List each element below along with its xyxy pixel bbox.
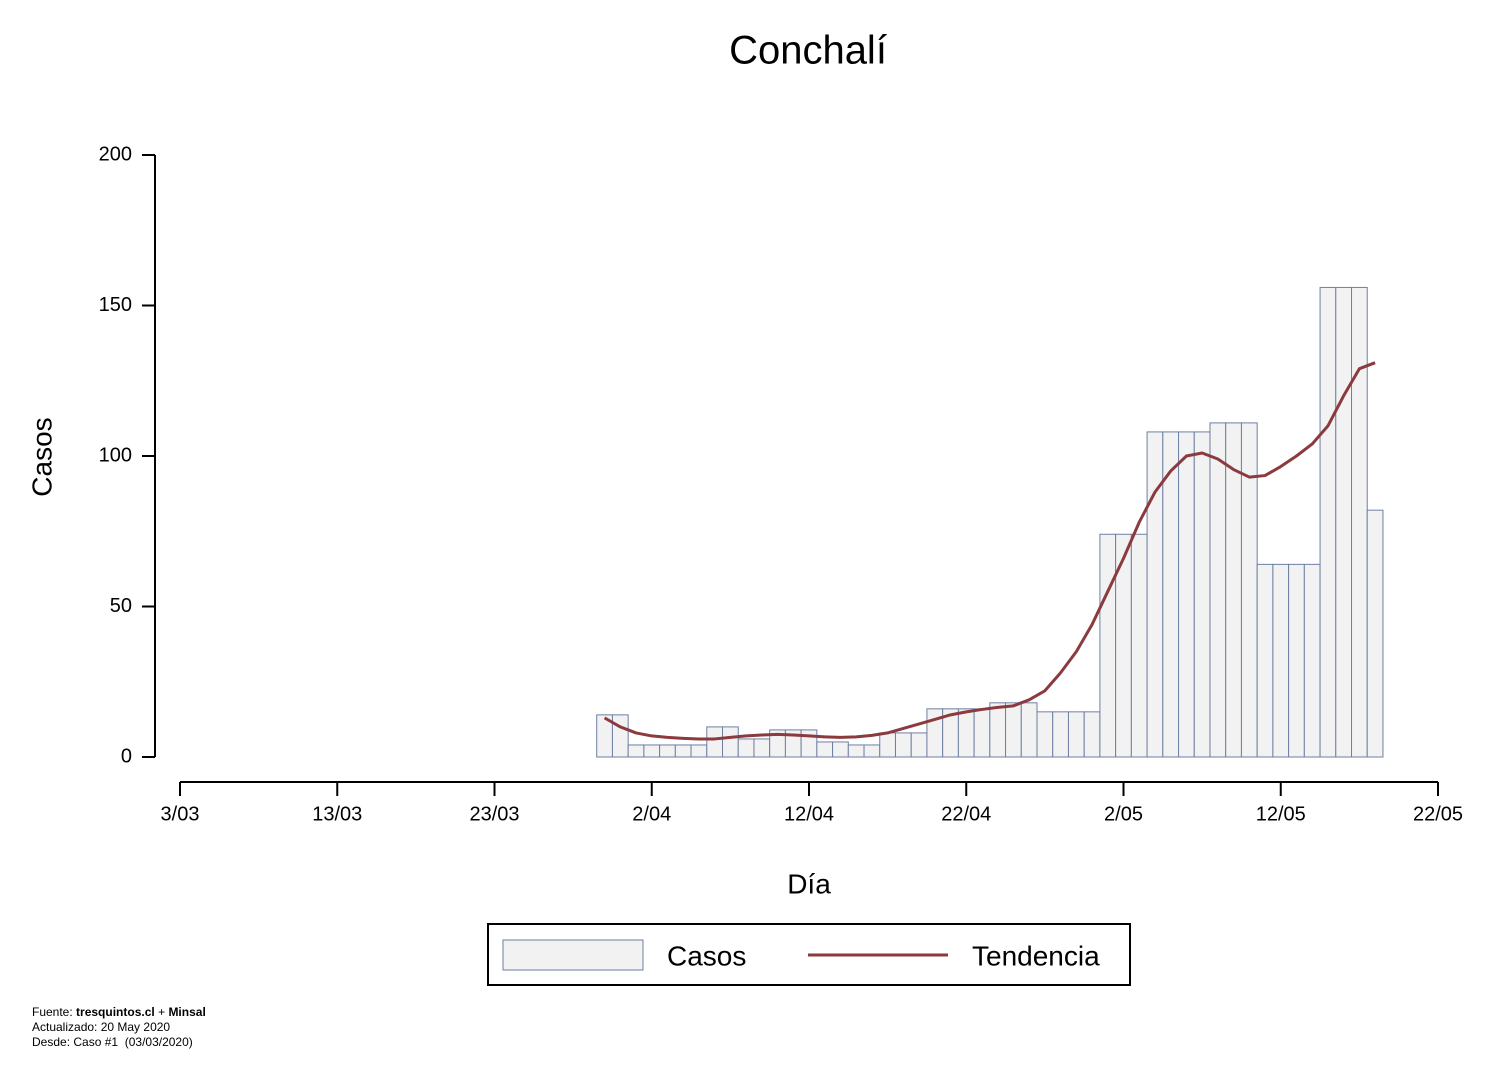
x-tick-label: 3/03 [161,803,200,825]
x-tick-label: 12/04 [784,803,834,825]
footer-updated: Actualizado: 20 May 2020 [32,1020,170,1034]
bar [1209,422,1227,758]
bar [737,738,755,758]
legend-label: Tendencia [972,940,1100,971]
footer-source: Fuente: tresquintos.cl + Minsal [32,1005,206,1019]
footer-text: + [158,1005,165,1019]
bar [1130,533,1148,758]
y-tick-label: 200 [99,143,132,165]
bar [753,738,771,758]
footer-text: tresquintos.cl [76,1005,155,1019]
bar [910,732,928,758]
bar [1319,286,1337,758]
bar [611,714,629,758]
bar [1256,563,1274,758]
bar [894,732,912,758]
bar [643,744,661,758]
bar [1083,711,1101,758]
bar [957,708,975,758]
y-tick-label: 150 [99,294,132,316]
legend-label: Casos [667,940,746,971]
x-tick-label: 13/03 [312,803,362,825]
footer-text: Fuente: [32,1005,73,1019]
bar [1052,711,1069,758]
bar [1272,563,1290,758]
bar [1067,711,1085,758]
bar [800,729,818,758]
x-tick-label: 2/04 [632,803,671,825]
y-tick-label: 50 [110,595,132,617]
bar [674,744,692,758]
y-tick-label: 0 [121,745,132,767]
x-tick-label: 23/03 [469,803,519,825]
x-axis-label: Día [787,868,831,899]
bar [1099,533,1117,758]
bar [973,708,991,758]
bar [863,744,881,758]
bar [690,744,708,758]
x-tick-label: 22/04 [941,803,991,825]
y-tick-label: 100 [99,444,132,466]
footer-since: Desde: Caso #1 (03/03/2020) [32,1035,193,1049]
x-tick-label: 22/05 [1413,803,1463,825]
bar [816,741,834,758]
x-tick-label: 12/05 [1256,803,1306,825]
chart-title: Conchalí [729,29,887,73]
bar [706,726,724,758]
bar [1020,702,1038,758]
bar [832,741,849,758]
bar [659,744,676,758]
legend-swatch [502,939,644,971]
bar [1335,286,1353,758]
bar [1288,563,1305,758]
footer-text: Minsal [168,1005,205,1019]
bar [1146,431,1164,758]
bar [1303,563,1321,758]
trend-line [603,361,1376,741]
bar [1178,431,1195,758]
bar [926,708,944,758]
bar [1036,711,1054,758]
x-tick-label: 2/05 [1104,803,1143,825]
bar [989,702,1007,758]
bar [1351,286,1368,758]
bar [627,744,645,758]
bar [1193,431,1211,758]
bar [1366,509,1384,758]
bar [722,726,739,758]
bar [879,732,896,758]
y-axis-label: Casos [26,417,57,496]
bar [1005,702,1022,758]
bar [847,744,865,758]
